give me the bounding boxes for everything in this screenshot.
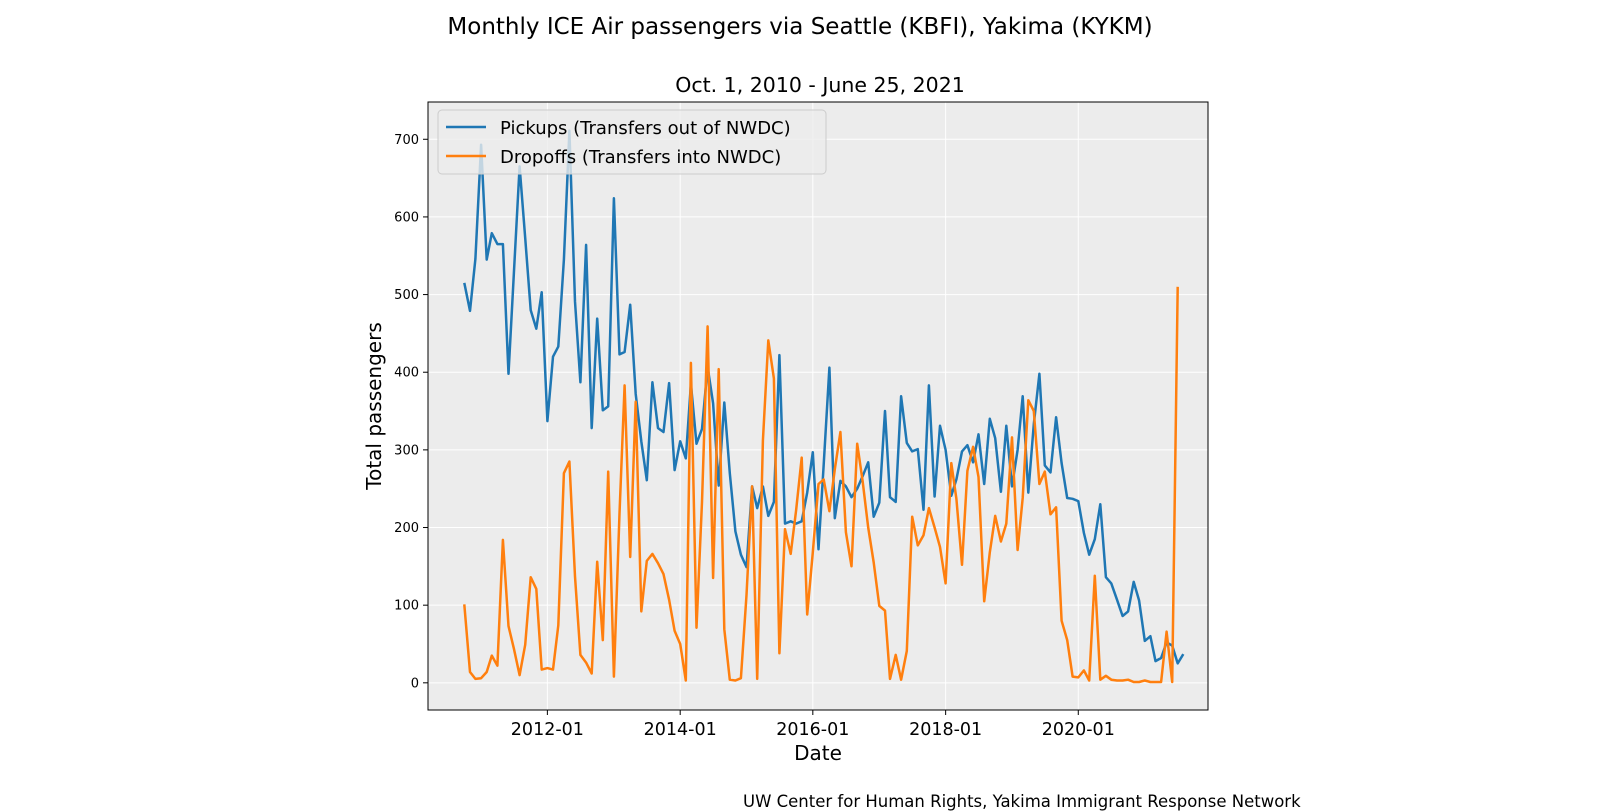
series-lines: [463, 129, 1185, 684]
source-credit: UW Center for Human Rights, Yakima Immig…: [743, 792, 1301, 811]
x-axis-label: Date: [794, 741, 842, 765]
y-tick-label: 600: [394, 210, 419, 225]
legend-label-dropoffs: Dropoffs (Transfers into NWDC): [500, 147, 781, 168]
plot-frame: [427, 101, 1209, 711]
y-axis-label: Total passengers: [362, 322, 386, 490]
series-line-dropoffs: [463, 286, 1179, 684]
y-tick-label: 500: [394, 288, 419, 303]
y-tick-label: 300: [394, 443, 419, 458]
x-axis-ticks: 2012-01 2014-01 2016-01 2018-01 2020-01: [511, 710, 1115, 740]
chart-title: Oct. 1, 2010 - June 25, 2021: [675, 73, 965, 97]
figure-title: Monthly ICE Air passengers via Seattle (…: [447, 14, 1153, 40]
y-tick-label: 0: [411, 676, 419, 691]
y-tick-label: 100: [394, 599, 419, 614]
y-gridlines: [428, 138, 1208, 684]
y-tick-label: 700: [394, 133, 419, 148]
y-axis-ticks: 0 100 200 300 400 500 600 700: [394, 133, 428, 691]
x-gridlines: [546, 102, 1079, 710]
series-line-pickups: [463, 129, 1185, 665]
x-tick-label: 2018-01: [909, 720, 982, 740]
legend-box: [437, 109, 827, 175]
x-tick-label: 2020-01: [1042, 720, 1115, 740]
x-tick-label: 2014-01: [644, 720, 717, 740]
plot-area: [427, 101, 1209, 711]
legend: Pickups (Transfers out of NWDC) Dropoffs…: [437, 109, 827, 175]
x-tick-label: 2016-01: [776, 720, 849, 740]
legend-label-pickups: Pickups (Transfers out of NWDC): [500, 118, 791, 139]
y-tick-label: 400: [394, 366, 419, 381]
y-tick-label: 200: [394, 521, 419, 536]
x-tick-label: 2012-01: [511, 720, 584, 740]
